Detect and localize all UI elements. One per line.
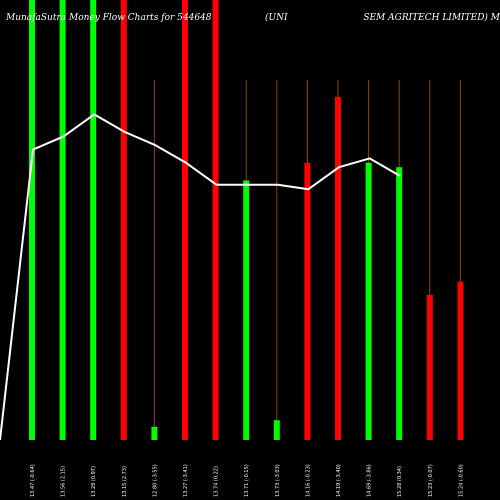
money-flow-bar — [90, 0, 97, 440]
x-tick-label: 15.28 (0.34) — [397, 466, 403, 497]
chart-title-right: SEM AGRITECH LIMITED) M — [363, 12, 500, 23]
line-series — [0, 113, 401, 441]
x-tick-label: 14.19 (-3.40) — [336, 464, 342, 497]
x-tick-label: 14.16 (-0.23) — [305, 464, 311, 497]
chart-title-left: MunafaSutra Money Flow Charts for 544648 — [5, 13, 212, 23]
chart-title-middle: (UNI — [265, 12, 288, 23]
x-tick-labels: 13.47 (-0.64) 13.56 (2.15) 13.28 (0.97) 13.… — [30, 464, 464, 497]
money-flow-bar — [304, 162, 311, 441]
x-tick-label: 13.73 (-3.03) — [275, 464, 281, 497]
x-tick-label: 14.69 (-3.86) — [367, 464, 373, 497]
money-flow-bar — [273, 420, 280, 440]
x-tick-label: 12.80 (-3.55) — [152, 464, 158, 497]
money-flow-bar — [365, 162, 372, 441]
money-flow-bar — [457, 281, 464, 440]
x-tick-label: 13.74 (0.22) — [214, 466, 220, 497]
x-tick-label: 13.28 (0.97) — [91, 466, 97, 497]
x-tick-label: 15.24 (-0.60) — [458, 464, 464, 497]
x-tick-label: 13.15 (2.73) — [122, 466, 128, 497]
money-flow-bar — [396, 167, 403, 440]
money-flow-line — [0, 113, 401, 441]
money-flow-bar — [335, 96, 341, 441]
x-tick-label: 13.71 (-0.15) — [244, 464, 250, 497]
x-tick-label: 15.23 (-0.07) — [428, 464, 434, 497]
x-tick-label: 13.47 (-0.64) — [30, 464, 36, 497]
money-flow-bar — [182, 0, 188, 440]
money-flow-bar — [29, 0, 35, 440]
money-flow-bar — [212, 0, 219, 440]
money-flow-bar — [151, 426, 158, 440]
money-flow-bar — [426, 294, 433, 440]
bar-series — [29, 0, 464, 441]
money-flow-bar — [59, 0, 66, 440]
x-tick-label: 13.27 (-3.41) — [183, 464, 189, 497]
x-tick-label: 13.56 (2.15) — [61, 466, 67, 497]
money-flow-bar — [120, 0, 127, 440]
money-flow-bar — [243, 180, 250, 440]
